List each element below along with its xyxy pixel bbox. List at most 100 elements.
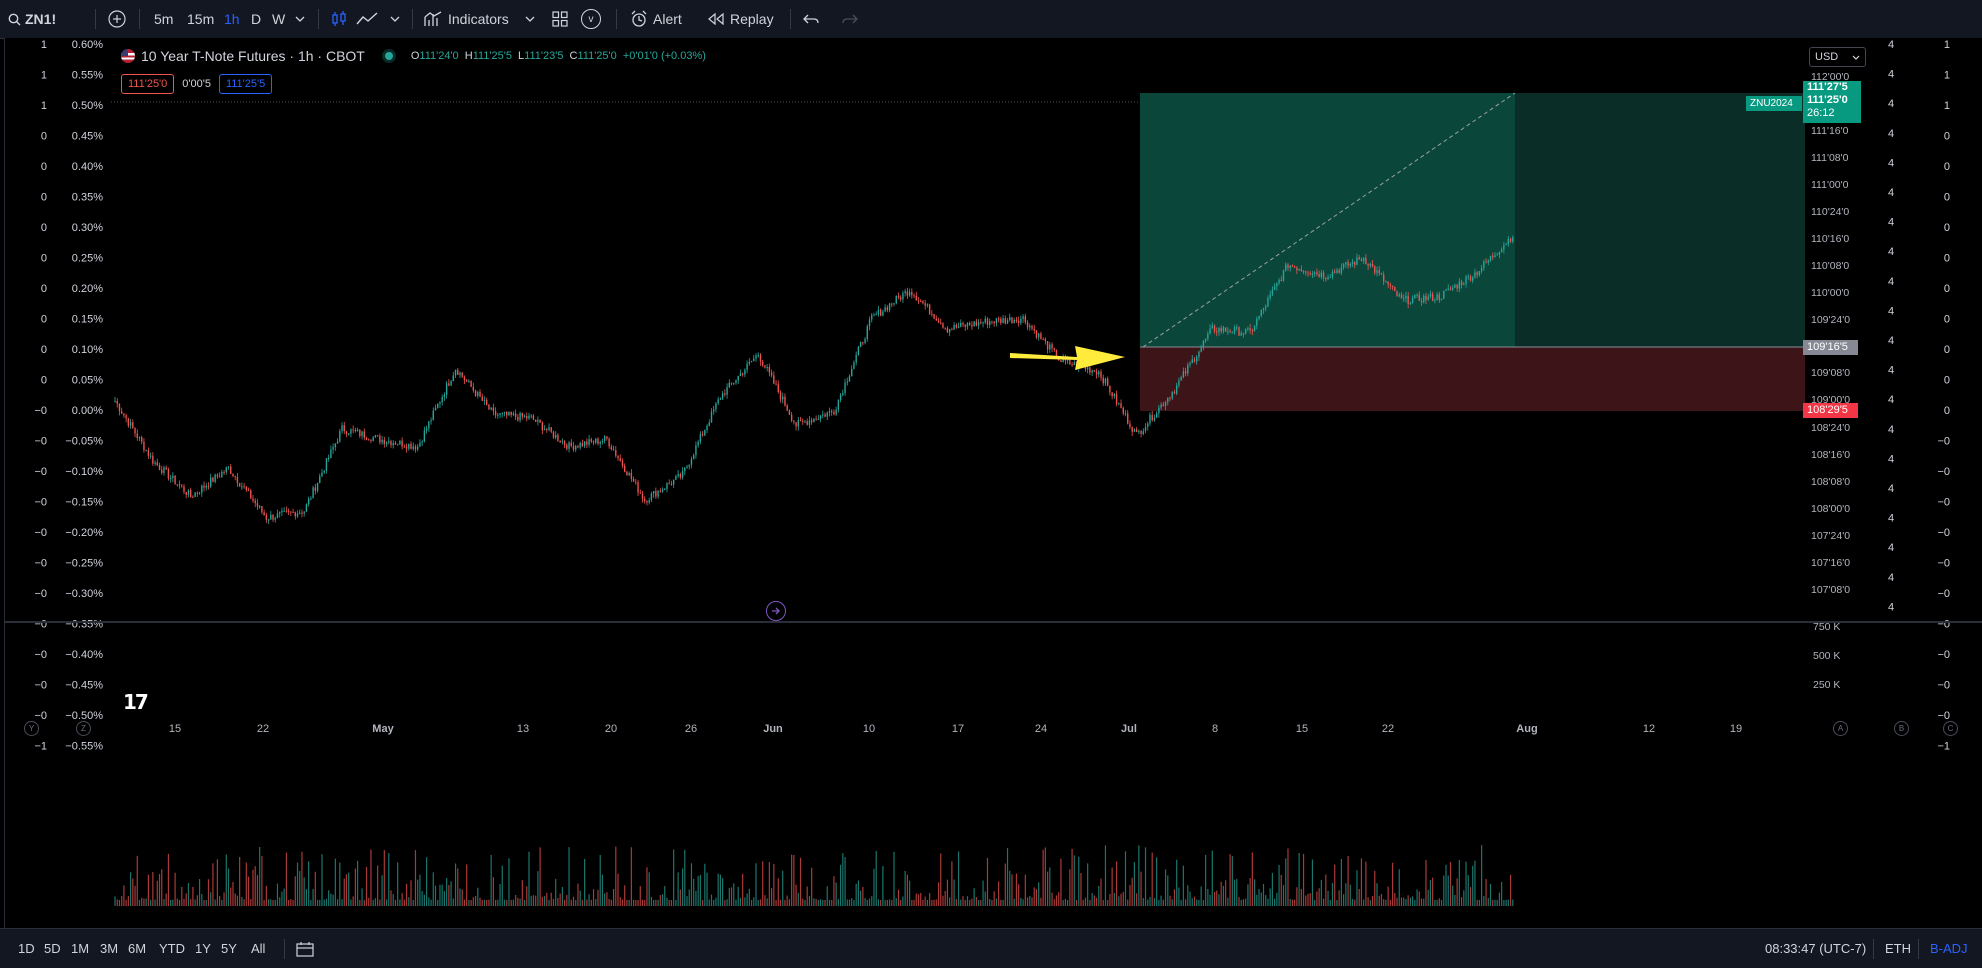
volume-bar [1022, 899, 1024, 906]
candle-body [1440, 298, 1443, 300]
candle-body [234, 476, 236, 478]
line-tool-button[interactable] [356, 0, 378, 38]
chart-type-button[interactable] [330, 0, 348, 38]
volume-bar [1051, 892, 1053, 906]
undo-button[interactable] [803, 0, 819, 38]
volume-bar [1338, 890, 1340, 906]
adjustment-button[interactable]: B-ADJ [1930, 929, 1968, 968]
interval-dropdown[interactable] [295, 0, 305, 38]
volume-bar [1345, 883, 1347, 906]
right-scale-b-tick: −0 [1937, 497, 1950, 509]
session-button[interactable]: ETH [1885, 929, 1911, 968]
interval-15m[interactable]: 15m [187, 0, 214, 38]
volume-bar [1156, 857, 1158, 906]
buy-button[interactable]: 111'25'5 [218, 74, 273, 94]
volume-bar [1474, 860, 1476, 906]
volume-bar [924, 896, 926, 906]
range-5d[interactable]: 5D [44, 941, 61, 956]
volume-bar [675, 899, 677, 906]
right-scale-b-tick: −0 [1937, 558, 1950, 570]
candle-body [808, 420, 811, 425]
axis-b-button[interactable]: B [1894, 721, 1909, 736]
currency-select[interactable]: USD [1809, 47, 1866, 67]
scroll-to-realtime-button[interactable] [766, 601, 786, 621]
candle-body [152, 455, 154, 464]
layout-badge-button[interactable]: v [581, 0, 601, 38]
range-1d[interactable]: 1D [18, 941, 35, 956]
candle-body [390, 441, 392, 446]
volume-bar [586, 899, 588, 906]
candle-body [686, 466, 688, 468]
tradingview-logo[interactable]: 17 [123, 690, 149, 714]
volume-bar [492, 877, 494, 906]
interval-5m[interactable]: 5m [154, 0, 173, 38]
volume-bar [991, 900, 993, 906]
symbol-search[interactable]: ZN1! [8, 0, 56, 38]
price-scale-tick: 108'00'0 [1811, 503, 1850, 515]
axis-z-button[interactable]: Z [76, 721, 91, 736]
candle-body [1403, 298, 1405, 300]
redo-button[interactable] [842, 0, 858, 38]
go-to-date-button[interactable] [296, 929, 314, 968]
axis-y-button[interactable]: Y [24, 721, 39, 736]
replay-button[interactable]: Replay [708, 0, 774, 38]
candle-body [254, 500, 256, 504]
candle-body [1358, 257, 1360, 260]
line-tool-dropdown[interactable] [390, 0, 400, 38]
interval-1h[interactable]: 1h [224, 0, 240, 38]
range-1y[interactable]: 1Y [195, 941, 211, 956]
interval-w[interactable]: W [272, 0, 285, 38]
candle-body [370, 439, 372, 441]
candle-body [1111, 392, 1113, 397]
volume-bar [543, 895, 546, 906]
volume-bar [515, 895, 517, 906]
volume-bar [1325, 874, 1327, 906]
compare-button[interactable] [108, 0, 126, 38]
axis-c-button[interactable]: C [1943, 721, 1958, 736]
candle-body [908, 291, 911, 296]
candle-body [1231, 332, 1234, 334]
volume-bar [606, 892, 608, 906]
volume-bar [526, 886, 528, 906]
candle-body [154, 462, 156, 464]
timezone-button[interactable]: 08:33:47 (UTC-7) [1765, 929, 1866, 968]
candle-body [619, 458, 621, 461]
symbol-title[interactable]: 10 Year T-Note Futures · 1h · CBOT [141, 48, 365, 64]
chart-area[interactable]: 1 1 1 0 0 0 0 0 0 0 0 0 −0 −0 −0 −0 −0 −0 −0 −0 −0 −0 −0 −1 0.60… [4, 38, 1982, 928]
left-percent-tick: 0.00% [72, 405, 103, 417]
candle-body [603, 436, 606, 441]
range-3m[interactable]: 3M [100, 941, 119, 956]
templates-button[interactable] [551, 0, 569, 38]
range-1m[interactable]: 1M [71, 941, 90, 956]
range-5y[interactable]: 5Y [221, 941, 237, 956]
volume-bar [601, 874, 604, 906]
sell-button[interactable]: 111'25'0 [121, 74, 175, 94]
candle-body [1093, 370, 1096, 372]
redo-icon [842, 14, 858, 24]
range-6m[interactable]: 6M [128, 941, 147, 956]
candle-body [759, 354, 762, 362]
left-count-tick: 0 [41, 344, 47, 356]
candle-body [492, 407, 495, 412]
candle-body [120, 411, 123, 414]
candle-body [287, 510, 290, 512]
indicators-dropdown[interactable] [525, 0, 535, 38]
candle-body [766, 367, 768, 369]
left-percent-tick: −0.20% [65, 527, 103, 539]
candle-body [1155, 413, 1158, 418]
volume-bar [192, 886, 194, 906]
indicators-button[interactable]: Indicators [424, 0, 509, 38]
price-chart[interactable]: 111000000000−0−0−0−0−0−0−0−0−0−0−0−10.60… [5, 38, 1982, 928]
range-all[interactable]: All [251, 941, 266, 956]
volume-bar [1209, 894, 1211, 906]
price-scale-tick: 107'24'0 [1811, 530, 1850, 542]
candle-body [864, 338, 866, 343]
interval-d[interactable]: D [251, 0, 261, 38]
volume-bar [1327, 890, 1329, 906]
axis-button-label: B [1898, 724, 1905, 733]
candle-body [1017, 320, 1020, 323]
volume-bar [254, 866, 256, 906]
axis-a-button[interactable]: A [1833, 721, 1848, 736]
range-ytd[interactable]: YTD [159, 941, 185, 956]
alert-button[interactable]: Alert [630, 0, 682, 38]
